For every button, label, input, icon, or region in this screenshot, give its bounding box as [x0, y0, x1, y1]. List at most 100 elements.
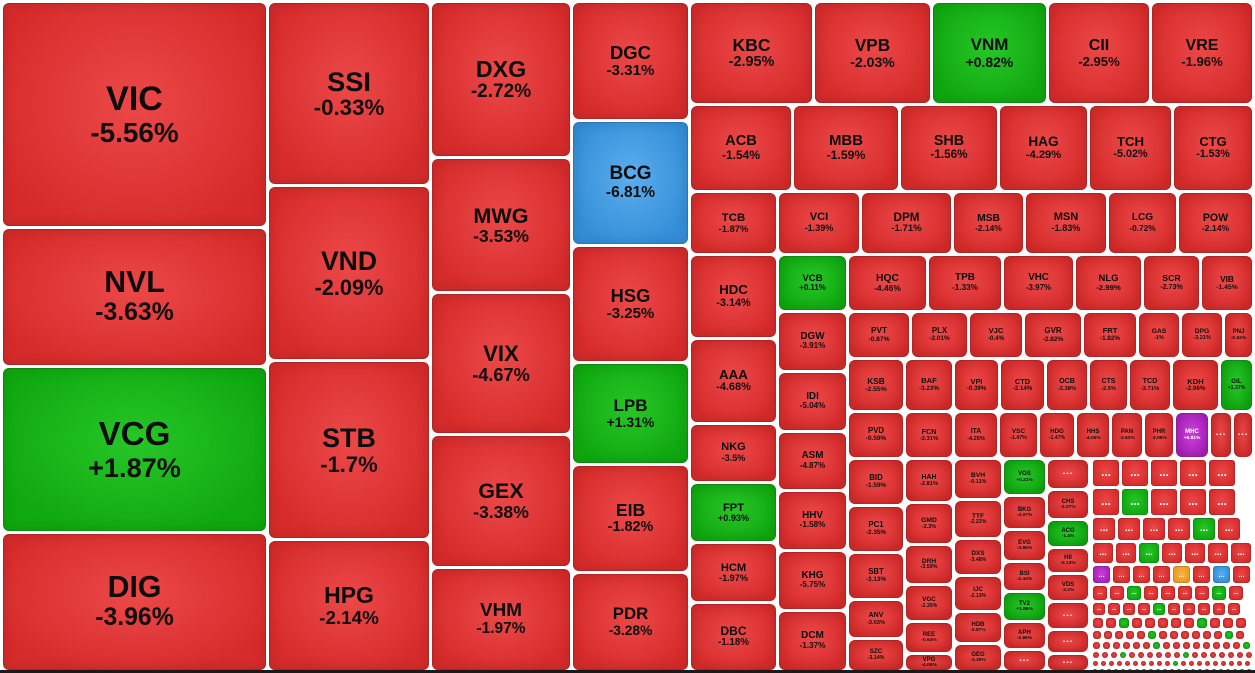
tile-small-more[interactable]: ... — [1093, 586, 1107, 600]
tile-small-more[interactable] — [1171, 618, 1181, 628]
tile-small-more[interactable] — [1237, 652, 1243, 658]
tile-gas[interactable]: GAS -1% — [1139, 313, 1179, 357]
tile-ksb[interactable]: KSB -2.55% — [849, 360, 903, 410]
tile-aaa[interactable]: AAA -4.68% — [691, 340, 776, 422]
tile-small-more[interactable] — [1225, 631, 1233, 639]
tile-small-more[interactable] — [1183, 652, 1189, 658]
tile-small-more[interactable] — [1210, 618, 1220, 628]
tile-tcb[interactable]: TCB -1.87% — [691, 193, 776, 253]
tile-pvt[interactable]: PVT -0.87% — [849, 313, 909, 357]
tile-dgc[interactable]: DGC -3.31% — [573, 3, 688, 119]
tile-fpt[interactable]: FPT +0.93% — [691, 484, 776, 541]
tile-pnj[interactable]: PNJ -0.62% — [1225, 313, 1252, 357]
tile-hqc[interactable]: HQC -4.46% — [849, 256, 926, 310]
tile-ttf[interactable]: TTF -2.23% — [955, 501, 1001, 537]
tile-small-more[interactable]: ... — [1180, 460, 1206, 486]
tile-vnm[interactable]: VNM +0.82% — [933, 3, 1046, 103]
tile-small-more[interactable] — [1165, 661, 1170, 666]
tile-hdc[interactable]: HDC -3.14% — [691, 256, 776, 337]
tile-small-more[interactable]: ... — [1113, 566, 1130, 583]
tile-vos[interactable]: VOS +0.21% — [1004, 460, 1045, 494]
tile-small-more[interactable] — [1214, 631, 1222, 639]
tile-small-more[interactable] — [1115, 631, 1123, 639]
tile-small-more[interactable]: ... — [1213, 603, 1225, 615]
tile-vpg[interactable]: VPG -4.06% — [906, 655, 952, 670]
tile-bsi[interactable]: BSI -2.44% — [1004, 563, 1045, 590]
tile-small-more[interactable]: ... — [1093, 518, 1115, 540]
tile-small-more[interactable]: ... — [1151, 460, 1177, 486]
tile-small-more[interactable]: ... — [1116, 543, 1136, 563]
tile-plx[interactable]: PLX -2.01% — [912, 313, 967, 357]
tile-pow[interactable]: POW -2.14% — [1179, 193, 1252, 253]
tile-small-more[interactable]: ... — [1208, 543, 1228, 563]
tile-small-more[interactable] — [1181, 661, 1186, 666]
tile-small-more[interactable] — [1093, 618, 1103, 628]
tile-small-more[interactable] — [1192, 652, 1198, 658]
tile-scr[interactable]: SCR -2.73% — [1144, 256, 1199, 310]
tile-msb[interactable]: MSB -2.14% — [954, 193, 1023, 253]
tile-small-more[interactable]: ... — [1161, 586, 1175, 600]
tile-small-more[interactable]: ... — [1193, 518, 1215, 540]
tile-small-more[interactable] — [1197, 661, 1202, 666]
tile-vgc[interactable]: VGC -2.35% — [906, 586, 952, 620]
tile-small-more[interactable] — [1213, 642, 1220, 649]
tile-small-more[interactable] — [1157, 661, 1162, 666]
tile-dig[interactable]: DIG -3.96% — [3, 534, 266, 670]
tile-small-more[interactable]: ... — [1093, 603, 1105, 615]
tile-tv2[interactable]: TV2 +1.86% — [1004, 593, 1045, 620]
tile-small-more[interactable] — [1165, 652, 1171, 658]
tile-small-more[interactable] — [1237, 661, 1242, 666]
tile-pdr[interactable]: PDR -3.28% — [573, 574, 688, 670]
tile-anv[interactable]: ANV -3.03% — [849, 601, 903, 637]
tile-acg[interactable]: ACG -1.4% — [1048, 521, 1088, 546]
tile-small-more[interactable] — [1111, 652, 1117, 658]
tile-small-more[interactable]: ... — [1213, 566, 1230, 583]
tile-lcg[interactable]: LCG -0.72% — [1109, 193, 1176, 253]
tile-small-more[interactable] — [1138, 652, 1144, 658]
tile-geg[interactable]: GEG -3.39% — [955, 645, 1001, 670]
tile-small-more[interactable] — [1101, 661, 1106, 666]
tile-small-more[interactable] — [1174, 652, 1180, 658]
tile-baf[interactable]: BAF -3.23% — [906, 360, 952, 410]
tile-idi[interactable]: IDI -5.04% — [779, 373, 846, 430]
tile-small-more[interactable]: ... — [1093, 489, 1119, 515]
tile-small-more[interactable] — [1109, 661, 1114, 666]
tile-small-more[interactable]: ... — [1211, 413, 1231, 457]
tile-hdb[interactable]: HDB -0.87% — [955, 613, 1001, 642]
tile-small-more[interactable] — [1221, 661, 1226, 666]
tile-dcm[interactable]: DCM -1.37% — [779, 612, 846, 670]
tile-lpb[interactable]: LPB +1.31% — [573, 364, 688, 463]
tile-hhv[interactable]: HHV -1.58% — [779, 492, 846, 549]
tile-kdh[interactable]: KDH -2.96% — [1173, 360, 1218, 410]
tile-small-more[interactable] — [1223, 618, 1233, 628]
tile-small-more[interactable] — [1205, 661, 1210, 666]
tile-asm[interactable]: ASM -4.87% — [779, 433, 846, 489]
tile-shb[interactable]: SHB -1.56% — [901, 106, 997, 190]
tile-pc1[interactable]: PC1 -2.35% — [849, 507, 903, 551]
tile-hhs[interactable]: HHS -4.06% — [1077, 413, 1109, 457]
tile-dxg[interactable]: DXG -2.72% — [432, 3, 570, 156]
tile-small-more[interactable] — [1223, 642, 1230, 649]
tile-dxs[interactable]: DXS -3.48% — [955, 540, 1001, 574]
tile-small-more[interactable] — [1104, 631, 1112, 639]
tile-small-more[interactable] — [1228, 652, 1234, 658]
tile-hdg[interactable]: HDG -1.47% — [1040, 413, 1074, 457]
tile-small-more[interactable] — [1126, 631, 1134, 639]
tile-small-more[interactable] — [1192, 631, 1200, 639]
tile-chs[interactable]: CHS -2.07% — [1048, 491, 1088, 518]
tile-pvd[interactable]: PVD -0.59% — [849, 413, 903, 457]
tile-vhm[interactable]: VHM -1.97% — [432, 569, 570, 670]
tile-dpg[interactable]: DPG -3.21% — [1182, 313, 1222, 357]
tile-small-more[interactable] — [1117, 661, 1122, 666]
tile-ssi[interactable]: SSI -0.33% — [269, 3, 429, 184]
tile-frt[interactable]: FRT -1.82% — [1084, 313, 1136, 357]
tile-vsc[interactable]: VSC -1.47% — [1000, 413, 1037, 457]
tile-small-more[interactable]: ... — [1231, 543, 1251, 563]
tile-small-more[interactable] — [1183, 642, 1190, 649]
tile-small-more[interactable]: ... — [1127, 586, 1141, 600]
tile-small-more[interactable]: ... — [1218, 518, 1240, 540]
tile-small-more[interactable] — [1203, 642, 1210, 649]
tile-small-more[interactable] — [1120, 652, 1126, 658]
tile-hpg[interactable]: HPG -2.14% — [269, 541, 429, 670]
tile-bid[interactable]: BID -1.59% — [849, 460, 903, 504]
